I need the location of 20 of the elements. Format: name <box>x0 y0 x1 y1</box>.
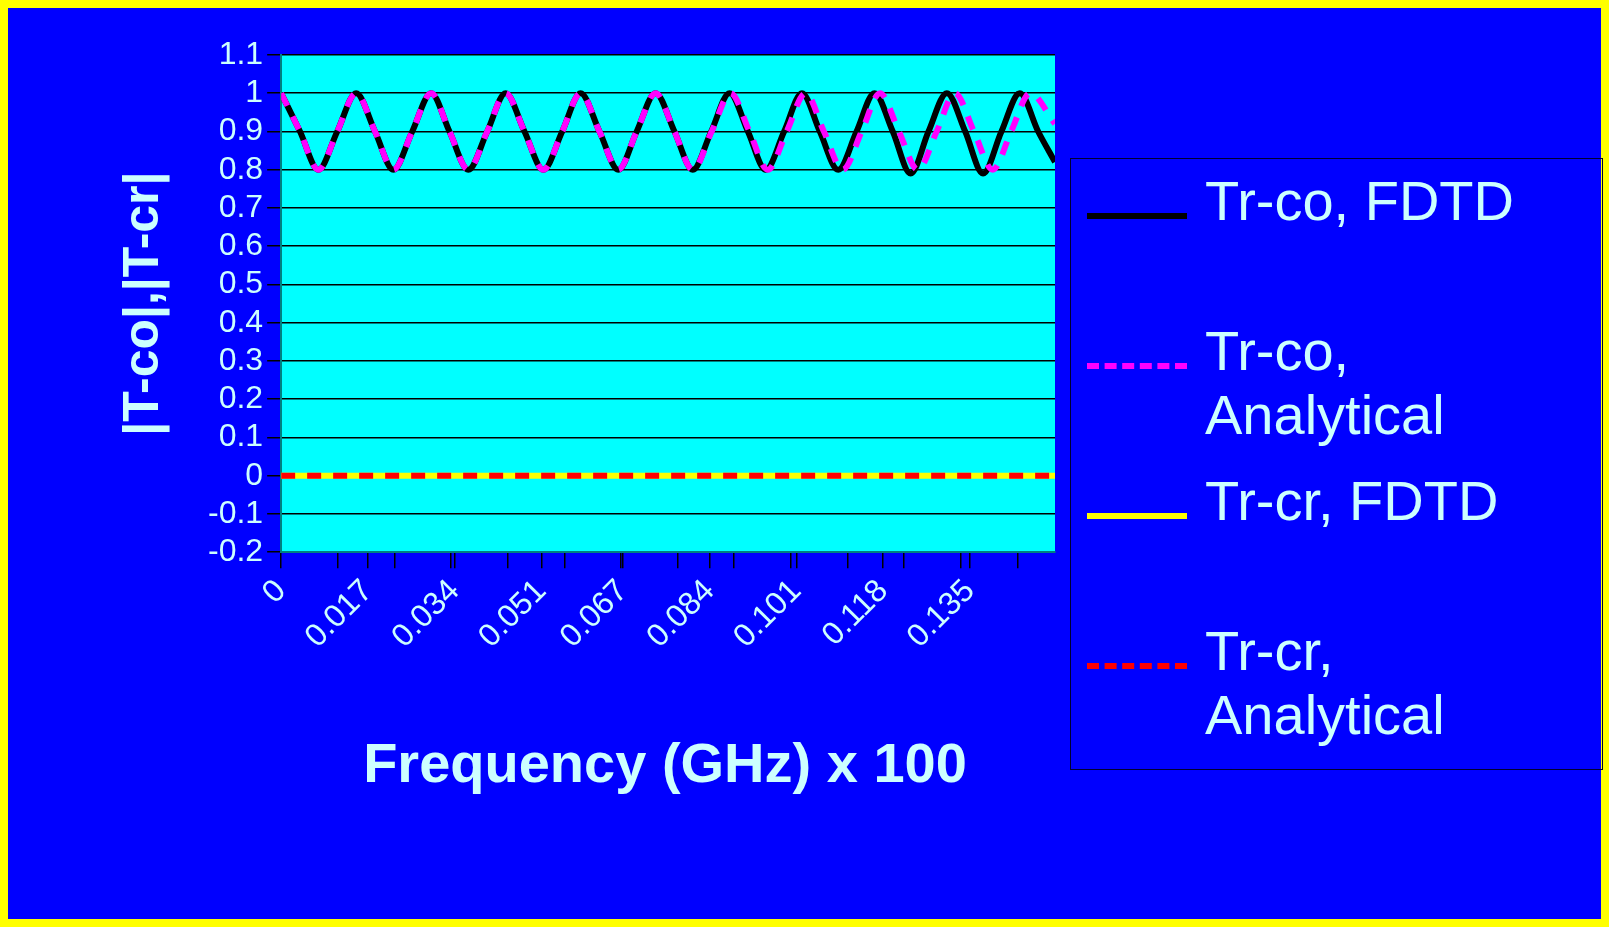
y-tick-label: 0.4 <box>218 302 264 339</box>
y-tick-label: 1.1 <box>218 34 264 71</box>
y-tick-label: 0.8 <box>218 149 264 186</box>
y-tick-label: 0.6 <box>218 226 264 263</box>
y-tick-label: 0 <box>245 455 264 492</box>
y-tick-label: -0.1 <box>208 493 264 530</box>
x-axis-title: Frequency (GHz) x 100 <box>362 730 968 796</box>
legend-label: Tr-cr, FDTD <box>1205 469 1500 533</box>
y-tick-label: 0.5 <box>218 264 264 301</box>
y-tick-label: 1 <box>245 73 264 110</box>
y-axis-title: |T-co|,|T-cr| <box>112 171 170 436</box>
y-tick-label: 0.1 <box>218 417 264 454</box>
legend-label: Tr-cr, Analytical <box>1205 619 1446 747</box>
y-tick-label: 0.2 <box>218 379 264 416</box>
legend-label: Tr-co, FDTD <box>1205 169 1515 233</box>
y-tick-label: -0.2 <box>208 532 264 569</box>
y-tick-label: 0.9 <box>218 111 264 148</box>
y-tick-label: 0.7 <box>218 187 264 224</box>
legend-label: Tr-co, Analytical <box>1205 319 1446 447</box>
y-tick-label: 0.3 <box>218 340 264 377</box>
